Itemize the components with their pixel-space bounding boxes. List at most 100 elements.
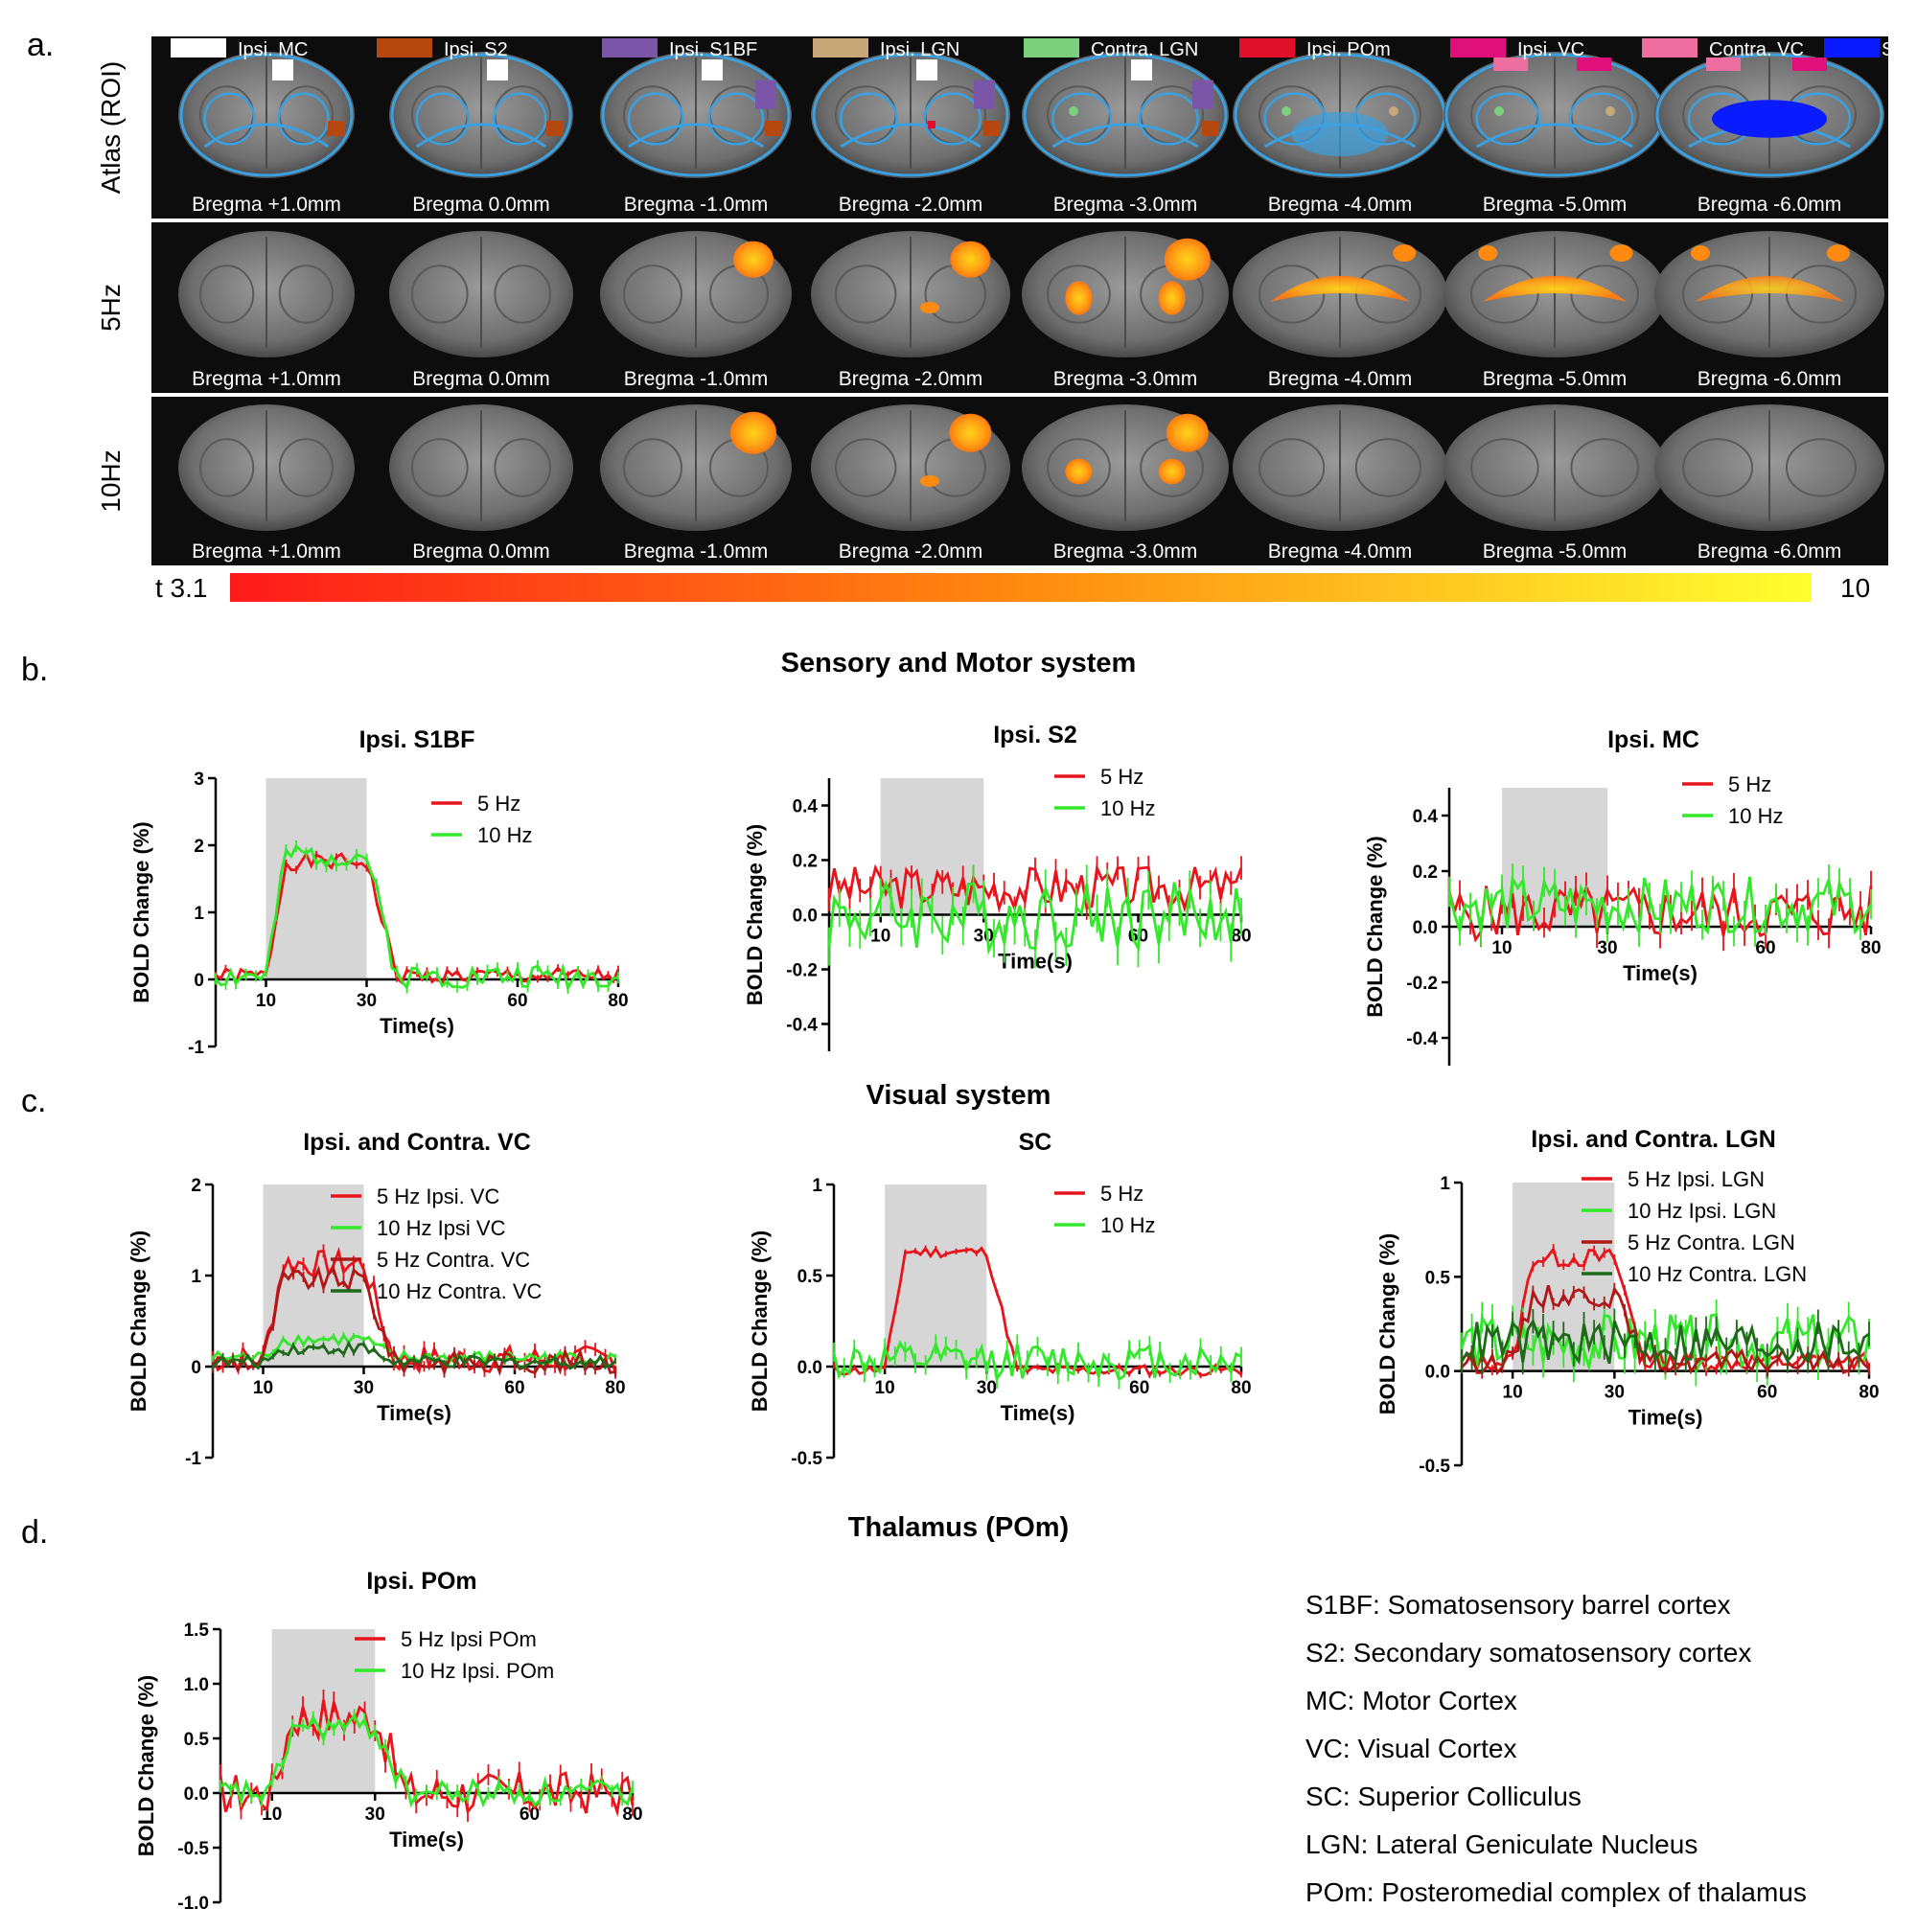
- atlas-legend-item: Contra. LGN: [1024, 38, 1198, 60]
- series-1: [214, 840, 619, 995]
- series-0: [211, 1244, 617, 1379]
- abbreviation-item: VC: Visual Cortex: [1305, 1734, 1517, 1763]
- svg-text:5 Hz Contra. LGN: 5 Hz Contra. LGN: [1628, 1230, 1795, 1254]
- y-tick-label: 2: [191, 1176, 201, 1196]
- brain-slice: Bregma -5.0mm: [1444, 52, 1666, 216]
- x-tick-label: 80: [1860, 938, 1881, 958]
- brain-slice: Bregma -6.0mm: [1654, 52, 1884, 216]
- image-row-label: Atlas (ROI): [96, 60, 126, 195]
- stimulus-window: [271, 1629, 376, 1793]
- svg-text:Ipsi. VC: Ipsi. VC: [1517, 39, 1584, 60]
- y-tick-label: 0.0: [797, 1358, 822, 1378]
- y-tick-label: -0.5: [177, 1839, 209, 1859]
- legend-item: 5 Hz: [1682, 772, 1771, 796]
- legend-item: 10 Hz Contra. VC: [331, 1279, 543, 1303]
- y-tick-label: 0.0: [184, 1784, 209, 1805]
- series-line: [832, 1246, 1242, 1378]
- x-tick-label: 80: [608, 991, 628, 1011]
- svg-text:10 Hz: 10 Hz: [477, 823, 532, 847]
- svg-text:Ipsi. POm: Ipsi. POm: [1306, 39, 1391, 60]
- y-tick-label: 0.4: [793, 797, 819, 817]
- y-tick-label: 1: [191, 1267, 201, 1287]
- atlas-legend-item: SC: [1824, 38, 1888, 60]
- atlas-legend-item: Ipsi. MC: [171, 38, 308, 60]
- bregma-label: Bregma -4.0mm: [1268, 368, 1413, 390]
- image-row-svg: Bregma +1.0mm Bregma 0.0mm Bregma -1.0mm Br…: [171, 38, 1888, 216]
- x-tick-label: 10: [253, 1378, 273, 1398]
- colorbar-gradient: [230, 573, 1812, 602]
- bregma-label: Bregma -2.0mm: [839, 368, 983, 390]
- y-tick-label: -1: [188, 1038, 204, 1058]
- atlas-legend-item: Ipsi. VC: [1450, 38, 1584, 60]
- brain-slice: Bregma -6.0mm: [1654, 404, 1884, 563]
- y-tick-label: 0: [194, 971, 204, 991]
- y-tick-label: 0.4: [1413, 807, 1439, 827]
- brain-slice: Bregma -3.0mm: [1022, 231, 1229, 390]
- svg-text:10 Hz: 10 Hz: [1728, 804, 1783, 828]
- svg-text:5 Hz Ipsi POm: 5 Hz Ipsi POm: [401, 1627, 537, 1651]
- x-tick-label: 30: [365, 1805, 385, 1825]
- x-tick-label: 10: [870, 927, 890, 947]
- brain-slice: Bregma -2.0mm: [811, 404, 1010, 563]
- brain-slice: Bregma 0.0mm: [389, 404, 573, 563]
- y-axis-label: BOLD Change (%): [1363, 836, 1387, 1017]
- x-tick-label: 30: [1605, 1383, 1625, 1403]
- chart-title: Ipsi. S1BF: [359, 726, 475, 753]
- brain-slice: Bregma -5.0mm: [1444, 404, 1666, 563]
- image-row-svg: Bregma +1.0mm Bregma 0.0mm Bregma -1.0mm Br…: [178, 231, 1884, 390]
- abbreviation-item: POm: Posteromedial complex of thalamus: [1305, 1877, 1807, 1907]
- y-tick-label: -1: [185, 1449, 201, 1469]
- bregma-label: Bregma -3.0mm: [1053, 368, 1198, 390]
- x-tick-label: 10: [262, 1805, 282, 1825]
- legend-item: 5 Hz: [1054, 1182, 1143, 1206]
- bregma-label: Bregma -1.0mm: [624, 540, 769, 563]
- brain-slice: Bregma -4.0mm: [1233, 404, 1447, 563]
- image-row-label: 10Hz: [96, 449, 126, 513]
- series-1: [1447, 863, 1873, 948]
- colorbar-min-label: t 3.1: [155, 573, 208, 603]
- x-tick-label: 80: [1859, 1383, 1879, 1403]
- brain-slice: Bregma +1.0mm: [178, 404, 355, 563]
- y-axis-label: BOLD Change (%): [1375, 1233, 1399, 1414]
- series-0: [219, 1690, 635, 1823]
- series-2: [211, 1264, 616, 1378]
- x-tick-label: 30: [354, 1378, 374, 1398]
- bregma-label: Bregma -1.0mm: [624, 368, 769, 390]
- stimulus-window: [266, 778, 367, 979]
- svg-text:Ipsi. S1BF: Ipsi. S1BF: [669, 39, 757, 60]
- bregma-label: Bregma 0.0mm: [412, 368, 550, 390]
- svg-text:5 Hz Ipsi. LGN: 5 Hz Ipsi. LGN: [1628, 1167, 1765, 1191]
- legend-item: 5 Hz Contra. VC: [331, 1248, 530, 1272]
- y-tick-label: -0.5: [1419, 1457, 1450, 1477]
- stimulus-window: [1502, 788, 1607, 927]
- series-line: [1460, 1246, 1871, 1376]
- series-line: [1447, 874, 1873, 936]
- legend-item: 10 Hz: [431, 823, 532, 847]
- atlas-legend-item: Contra. VC: [1642, 38, 1804, 60]
- svg-text:5 Hz: 5 Hz: [477, 792, 520, 816]
- legend-item: 5 Hz: [1054, 765, 1143, 789]
- y-tick-label: 1: [194, 904, 204, 924]
- brain-slice: Bregma -3.0mm: [1022, 52, 1229, 216]
- panel-letter-b: b.: [21, 652, 49, 688]
- brain-slice: Bregma -1.0mm: [600, 404, 792, 563]
- svg-text:5 Hz: 5 Hz: [1728, 772, 1771, 796]
- bregma-label: Bregma -6.0mm: [1698, 368, 1842, 390]
- x-tick-label: 80: [1231, 927, 1251, 947]
- x-tick-label: 60: [504, 1378, 524, 1398]
- panel-letter-c: c.: [21, 1083, 47, 1119]
- x-tick-label: 10: [1503, 1383, 1523, 1403]
- x-axis-label: Time(s): [377, 1401, 451, 1425]
- svg-text:5 Hz: 5 Hz: [1100, 1182, 1143, 1206]
- legend-item: 10 Hz Contra. LGN: [1582, 1262, 1807, 1286]
- x-tick-label: 60: [1757, 1383, 1777, 1403]
- y-tick-label: 2: [194, 837, 204, 857]
- series-line: [215, 851, 620, 987]
- x-axis-label: Time(s): [998, 950, 1073, 974]
- legend-item: 10 Hz Ipsi. POm: [355, 1659, 554, 1683]
- atlas-legend-item: Ipsi. POm: [1239, 38, 1391, 60]
- svg-text:5 Hz Ipsi. VC: 5 Hz Ipsi. VC: [377, 1184, 499, 1208]
- bregma-label: Bregma 0.0mm: [412, 194, 550, 216]
- series-line: [1460, 1313, 1871, 1376]
- y-tick-label: 1: [1440, 1174, 1450, 1194]
